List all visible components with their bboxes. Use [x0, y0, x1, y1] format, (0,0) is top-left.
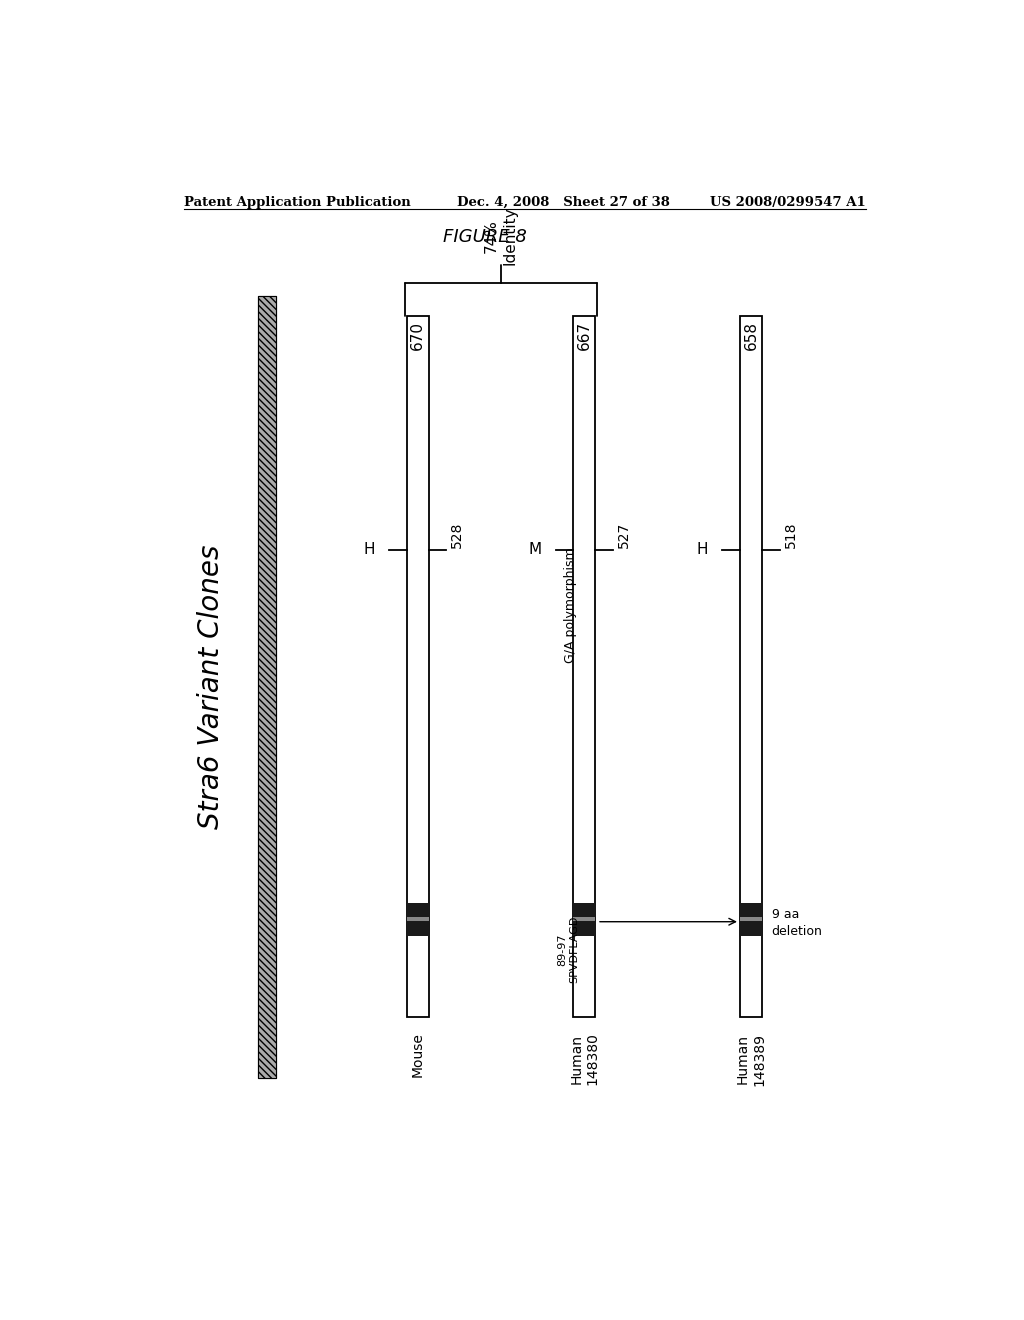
Text: 658: 658 [743, 321, 759, 350]
Bar [573, 917, 595, 921]
Bar [740, 315, 762, 1018]
Text: G/A polymorphism: G/A polymorphism [564, 548, 578, 664]
Bar [573, 903, 595, 936]
Text: 527: 527 [616, 521, 631, 548]
Text: Stra6 Variant Clones: Stra6 Variant Clones [198, 545, 225, 829]
Bar [573, 315, 595, 1018]
Text: 9 aa
deletion: 9 aa deletion [772, 908, 822, 937]
Text: Patent Application Publication: Patent Application Publication [183, 195, 411, 209]
Bar [407, 903, 429, 936]
Bar [407, 917, 429, 921]
Text: 528: 528 [451, 521, 464, 548]
Text: 667: 667 [577, 321, 592, 350]
Text: FIGURE 8: FIGURE 8 [443, 227, 527, 246]
Text: 89-97
SPVDFLAGD: 89-97 SPVDFLAGD [557, 916, 580, 983]
Text: Human
148389: Human 148389 [736, 1032, 766, 1085]
Text: Human
148380: Human 148380 [569, 1032, 599, 1085]
Bar [258, 296, 275, 1078]
Bar [740, 903, 762, 936]
Text: M: M [528, 543, 542, 557]
Text: H: H [364, 543, 375, 557]
Text: 74%
Identity: 74% Identity [484, 206, 518, 265]
Text: Dec. 4, 2008   Sheet 27 of 38: Dec. 4, 2008 Sheet 27 of 38 [458, 195, 671, 209]
Bar [258, 296, 275, 1078]
Bar [407, 315, 429, 1018]
Bar [740, 917, 762, 921]
Text: US 2008/0299547 A1: US 2008/0299547 A1 [711, 195, 866, 209]
Text: 670: 670 [411, 321, 425, 350]
Text: H: H [696, 543, 709, 557]
Text: 518: 518 [783, 521, 798, 548]
Text: Mouse: Mouse [411, 1032, 425, 1077]
